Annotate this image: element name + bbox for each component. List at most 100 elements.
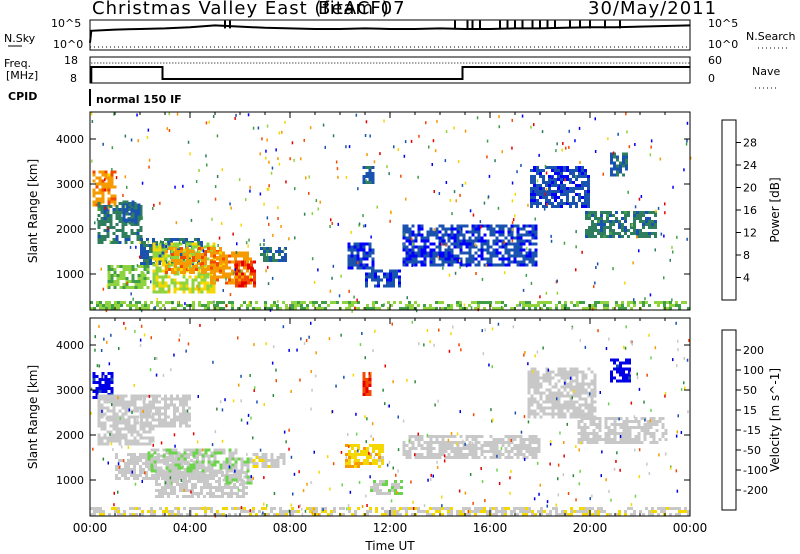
data-cell — [372, 447, 375, 450]
data-cell — [592, 429, 596, 432]
data-cell — [429, 444, 433, 447]
data-cell — [198, 507, 201, 510]
data-cell — [539, 376, 543, 380]
data-cell — [589, 438, 593, 441]
data-cell — [501, 453, 505, 456]
data-cell — [243, 254, 246, 258]
data-cell — [348, 304, 351, 307]
data-cell — [453, 242, 457, 246]
data-cell — [495, 447, 499, 450]
data-cell — [195, 448, 199, 452]
data-cell — [569, 379, 573, 383]
data-cell — [522, 233, 526, 237]
data-cell — [204, 271, 207, 274]
data-cell — [203, 284, 207, 288]
scatter-cell — [104, 206, 106, 210]
data-cell — [112, 412, 116, 416]
data-cell — [417, 251, 421, 255]
data-cell — [146, 421, 149, 425]
data-cell — [187, 453, 190, 456]
data-cell — [272, 256, 275, 259]
data-cell — [417, 441, 421, 444]
data-cell — [101, 378, 105, 381]
scatter-cell — [525, 273, 528, 277]
data-cell — [654, 235, 657, 238]
scatter-cell — [229, 293, 232, 297]
data-cell — [144, 304, 147, 307]
data-cell — [527, 379, 531, 383]
data-cell — [533, 370, 537, 374]
data-cell — [426, 245, 430, 249]
scatter-cell — [265, 149, 267, 153]
data-cell — [124, 223, 128, 226]
data-cell — [402, 441, 406, 444]
data-cell — [639, 211, 642, 214]
data-cell — [113, 170, 117, 174]
data-cell — [584, 199, 587, 202]
data-cell — [560, 202, 563, 205]
data-cell — [121, 418, 125, 422]
data-cell — [648, 226, 651, 229]
data-cell — [246, 478, 250, 482]
data-cell — [133, 421, 137, 425]
data-cell — [640, 426, 644, 429]
data-cell — [126, 304, 129, 307]
scatter-cell — [511, 146, 513, 150]
data-cell — [399, 513, 402, 516]
data-cell — [368, 254, 372, 258]
scatter-cell — [252, 126, 255, 130]
data-cell — [112, 424, 116, 428]
data-cell — [551, 178, 554, 181]
scatter-cell — [249, 189, 251, 193]
data-cell — [204, 513, 207, 516]
data-cell — [513, 248, 517, 252]
data-cell — [486, 242, 490, 246]
data-cell — [471, 242, 475, 246]
data-cell — [100, 211, 104, 214]
data-cell — [543, 304, 546, 307]
data-cell — [143, 394, 146, 398]
data-cell — [591, 226, 594, 229]
data-cell — [127, 208, 131, 211]
data-cell — [145, 453, 148, 456]
data-cell — [185, 421, 188, 425]
data-cell — [146, 286, 150, 289]
data-cell — [250, 263, 253, 267]
data-cell — [533, 376, 537, 380]
data-cell — [128, 280, 132, 283]
data-cell — [501, 301, 504, 304]
data-cell — [474, 453, 478, 456]
data-cell — [255, 301, 258, 304]
data-cell — [573, 304, 576, 307]
data-cell — [230, 489, 233, 492]
data-cell — [133, 394, 137, 398]
scatter-cell — [520, 164, 522, 167]
scatter-cell — [545, 187, 548, 191]
data-cell — [97, 241, 101, 244]
data-cell — [155, 474, 158, 477]
data-cell — [100, 208, 104, 211]
scatter-cell — [211, 217, 213, 221]
data-cell — [504, 236, 508, 240]
data-cell — [504, 441, 508, 444]
scatter-cell — [146, 135, 149, 139]
data-cell — [234, 507, 237, 510]
data-cell — [122, 271, 126, 274]
data-cell — [100, 403, 104, 407]
data-cell — [158, 424, 161, 428]
data-cell — [213, 460, 217, 464]
data-cell — [161, 406, 164, 410]
data-cell — [100, 424, 104, 428]
data-cell — [348, 459, 351, 462]
data-cell — [580, 426, 584, 429]
data-cell — [450, 233, 454, 237]
scatter-cell — [428, 145, 430, 149]
data-cell — [309, 507, 312, 510]
data-cell — [110, 274, 114, 277]
data-cell — [206, 242, 210, 246]
data-cell — [140, 409, 143, 413]
data-cell — [318, 304, 321, 307]
data-cell — [486, 224, 490, 228]
data-cell — [628, 379, 631, 383]
